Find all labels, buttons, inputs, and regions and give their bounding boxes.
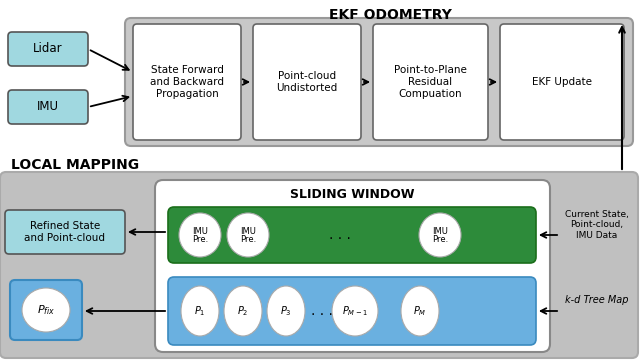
FancyBboxPatch shape <box>373 24 488 140</box>
Text: IMU: IMU <box>37 100 59 113</box>
Text: LOCAL MAPPING: LOCAL MAPPING <box>11 158 139 172</box>
Text: k-d Tree Map: k-d Tree Map <box>565 295 628 305</box>
Ellipse shape <box>332 286 378 336</box>
FancyBboxPatch shape <box>168 277 536 345</box>
Text: IMU: IMU <box>432 226 448 235</box>
FancyBboxPatch shape <box>5 210 125 254</box>
Text: State Forward
and Backward
Propagation: State Forward and Backward Propagation <box>150 65 224 99</box>
FancyBboxPatch shape <box>253 24 361 140</box>
Text: Pre.: Pre. <box>240 235 256 244</box>
Text: $P_2$: $P_2$ <box>237 304 249 318</box>
FancyBboxPatch shape <box>125 18 633 146</box>
Ellipse shape <box>179 213 221 257</box>
Ellipse shape <box>224 286 262 336</box>
Text: Pre.: Pre. <box>432 235 448 244</box>
FancyBboxPatch shape <box>500 24 624 140</box>
Ellipse shape <box>267 286 305 336</box>
Text: $P_3$: $P_3$ <box>280 304 292 318</box>
Ellipse shape <box>227 213 269 257</box>
Text: SLIDING WINDOW: SLIDING WINDOW <box>290 188 414 201</box>
Ellipse shape <box>419 213 461 257</box>
Text: Refined State
and Point-cloud: Refined State and Point-cloud <box>24 221 106 243</box>
Text: Current State,
Point-cloud,
IMU Data: Current State, Point-cloud, IMU Data <box>565 210 629 240</box>
Text: IMU: IMU <box>192 226 208 235</box>
FancyBboxPatch shape <box>133 24 241 140</box>
FancyBboxPatch shape <box>8 32 88 66</box>
Text: EKF ODOMETRY: EKF ODOMETRY <box>328 8 451 22</box>
FancyBboxPatch shape <box>168 207 536 263</box>
Text: Point-to-Plane
Residual
Compuation: Point-to-Plane Residual Compuation <box>394 65 467 99</box>
Ellipse shape <box>401 286 439 336</box>
FancyBboxPatch shape <box>8 90 88 124</box>
Text: $P_{M-1}$: $P_{M-1}$ <box>342 304 368 318</box>
Text: . . .: . . . <box>329 228 351 242</box>
Text: $P_{fix}$: $P_{fix}$ <box>37 303 55 317</box>
Text: IMU: IMU <box>240 226 256 235</box>
FancyBboxPatch shape <box>10 280 82 340</box>
FancyBboxPatch shape <box>155 180 550 352</box>
Text: Lidar: Lidar <box>33 43 63 56</box>
Text: Pre.: Pre. <box>192 235 208 244</box>
Text: EKF Update: EKF Update <box>532 77 592 87</box>
Ellipse shape <box>22 288 70 332</box>
Text: $P_1$: $P_1$ <box>195 304 205 318</box>
Ellipse shape <box>181 286 219 336</box>
FancyBboxPatch shape <box>0 172 638 358</box>
Text: Point-cloud
Undistorted: Point-cloud Undistorted <box>276 71 338 93</box>
Text: . . .: . . . <box>311 304 333 318</box>
Text: $P_M$: $P_M$ <box>413 304 427 318</box>
